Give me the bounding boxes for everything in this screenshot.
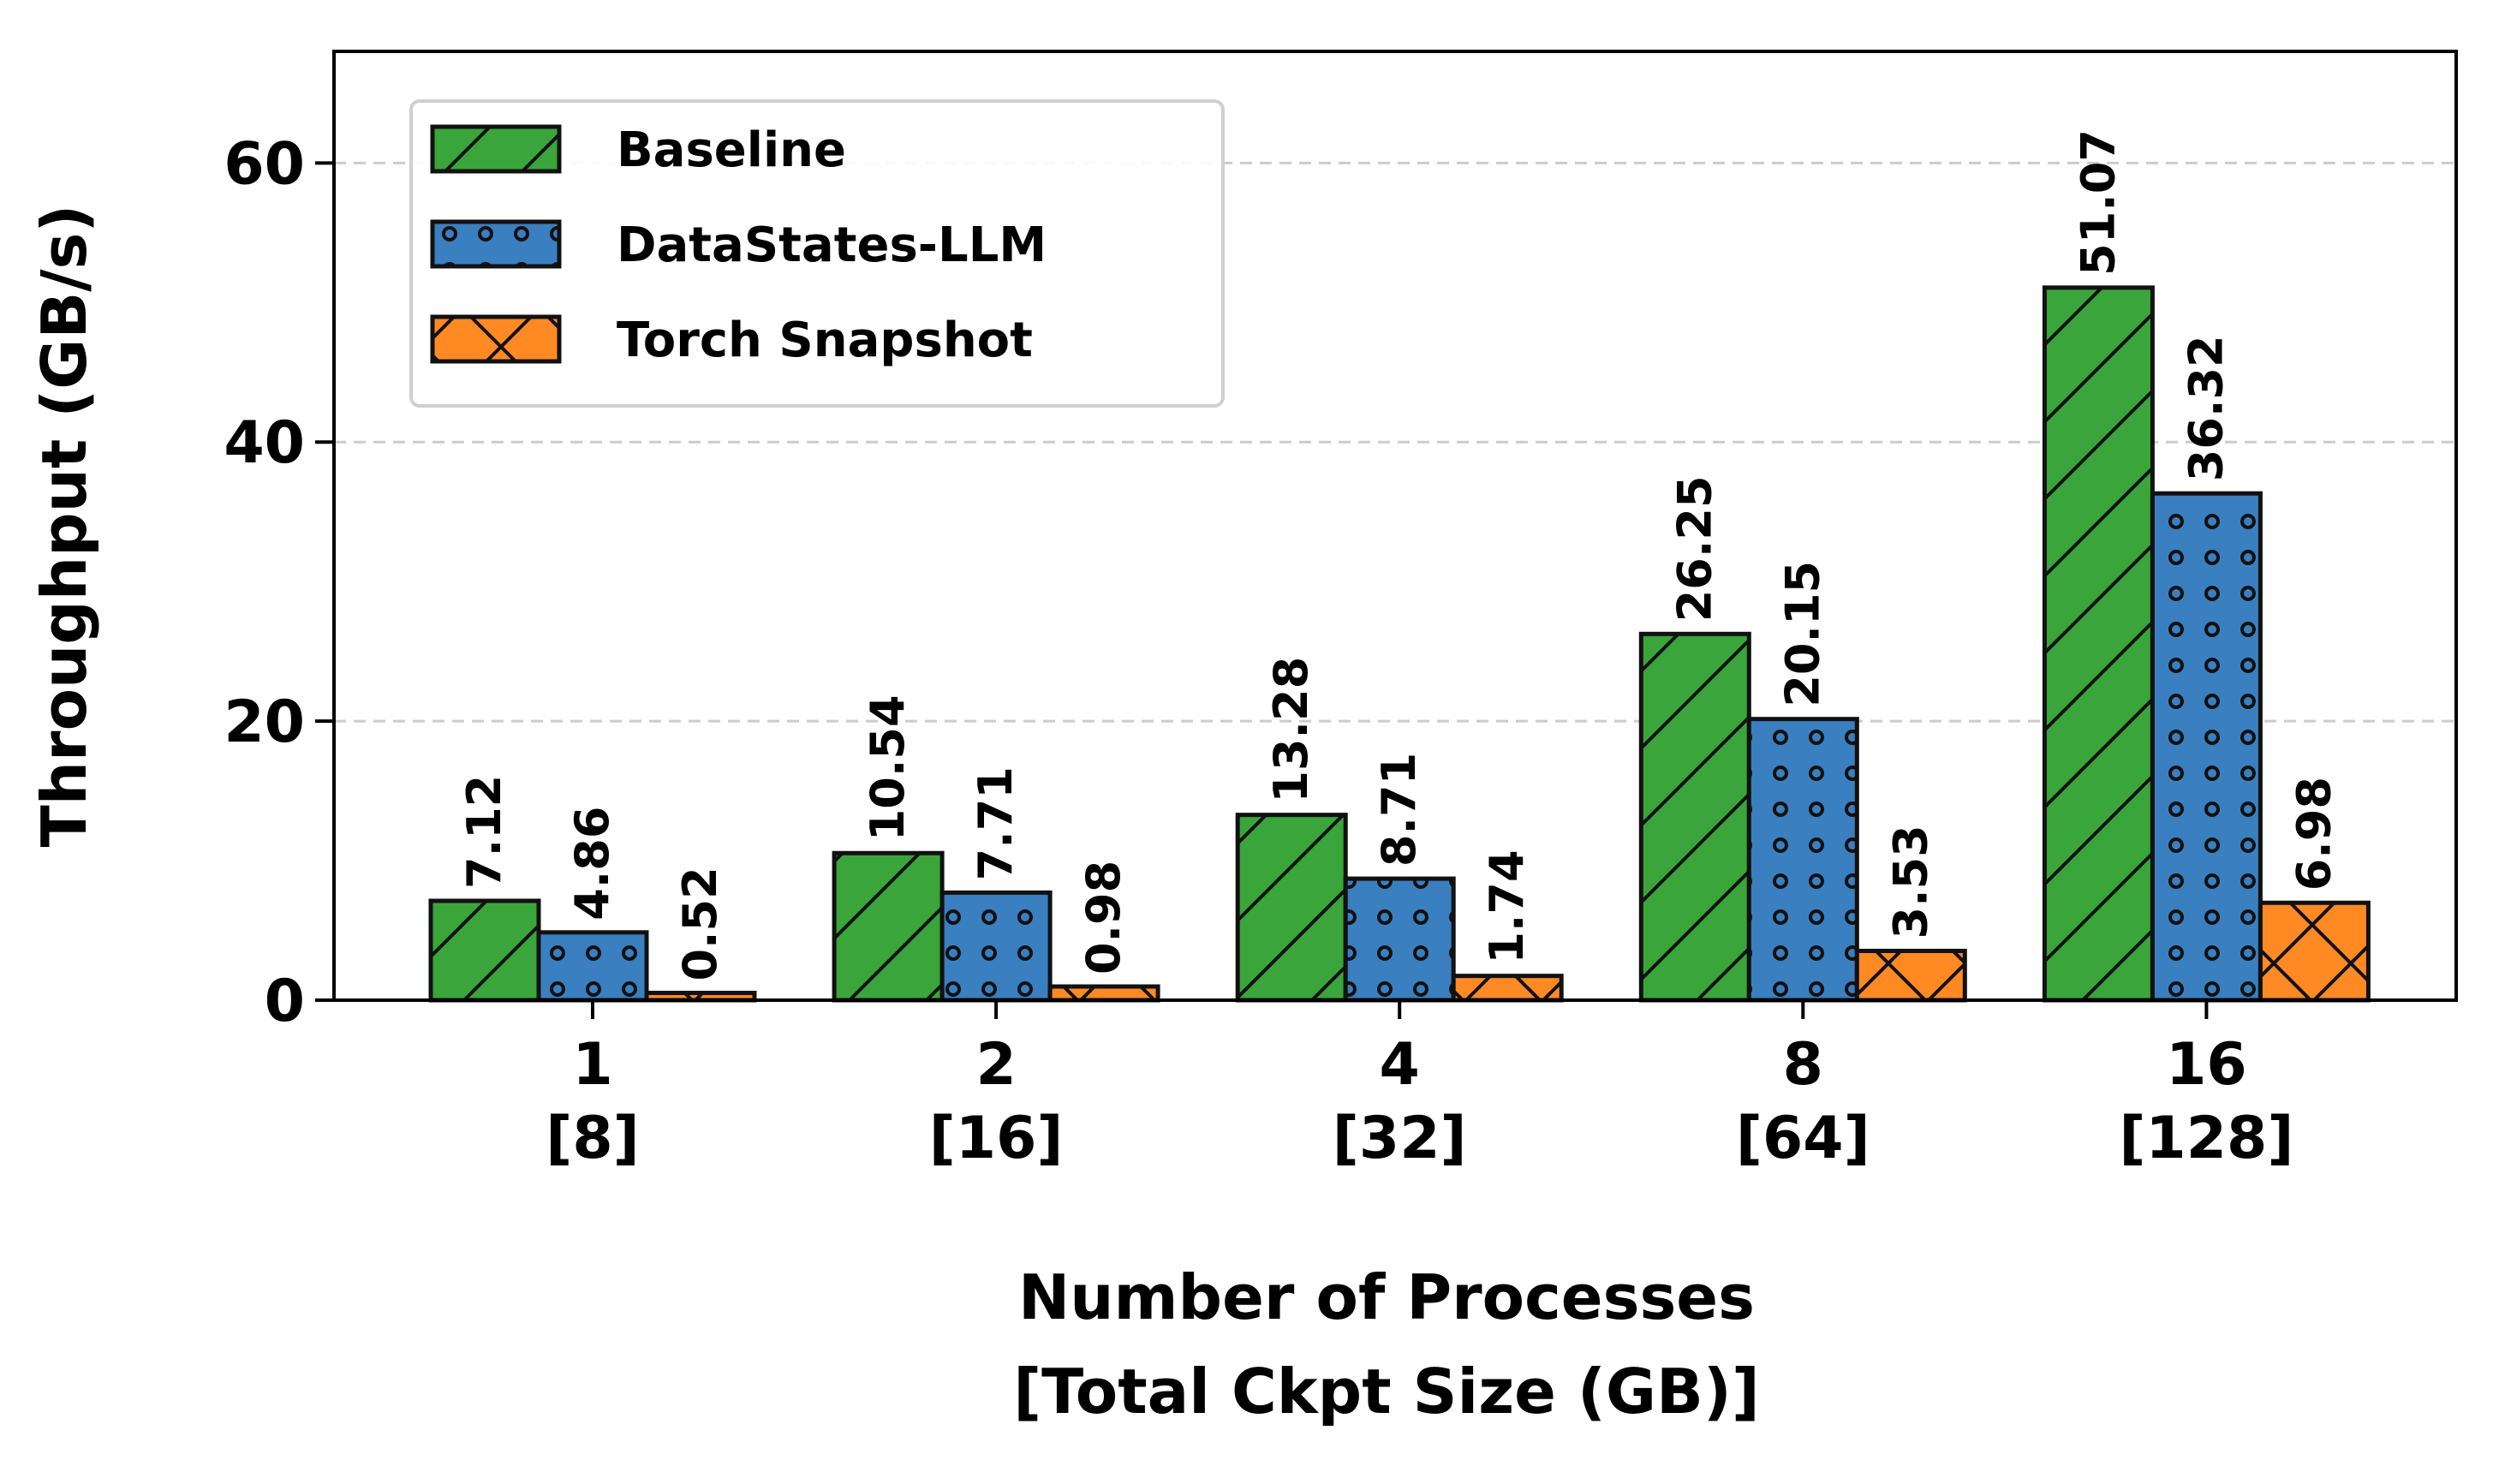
bars [428,285,2371,1003]
legend-swatch-datastates-llm [430,219,562,269]
bar-torch-snapshot-4 [2257,900,2371,1003]
x-tick-label: 16 [128] [2119,1031,2293,1172]
bar-value-label: 6.98 [2287,777,2341,891]
x-tick-label: 2 [16] [929,1031,1064,1172]
bar-value-label: 36.32 [2179,335,2233,481]
y-tick-label: 60 [224,130,305,198]
legend: Baseline DataStates-LLM Torch Snapshot [409,99,1225,408]
y-axis-ticks: 0 20 40 60 [224,130,334,1035]
bar-value-label: 0.98 [1077,861,1130,974]
bar-value-labels: 7.12 4.86 0.52 10.54 7.71 0.98 13.28 8.71 1.74 26… [457,129,2341,980]
bar-value-label: 4.86 [565,807,619,921]
bar-baseline-2 [1235,813,1348,1003]
x-tick-label: 1 [8] [546,1031,639,1172]
bar-torch-snapshot-1 [1047,984,1160,1003]
bar-baseline-0 [428,898,541,1003]
bar-datastates-llm-1 [939,890,1053,1003]
bar-value-label: 26.25 [1667,475,1721,622]
bar-value-label: 7.12 [457,775,511,889]
x-axis-title: Number of Processes [Total Ckpt Size (GB)… [1013,1261,1759,1427]
bar-baseline-1 [832,850,945,1003]
bar-datastates-llm-3 [1746,717,1859,1003]
plot-frame [332,50,2458,1002]
legend-label-torch-snapshot: Torch Snapshot [617,313,1033,368]
legend-label-datastates-llm: DataStates-LLM [617,218,1047,273]
bar-baseline-4 [2042,285,2155,1003]
bar-datastates-llm-0 [536,930,649,1003]
x-tick-label: 4 [32] [1333,1031,1467,1172]
bar-value-label: 7.71 [969,766,1023,880]
bar-value-label: 0.52 [673,867,727,980]
y-axis-title: Throughput (GB/s) [28,205,100,848]
legend-label-baseline: Baseline [617,122,846,178]
x-tick-label: 8 [64] [1736,1031,1870,1172]
bar-baseline-3 [1638,631,1751,1003]
bar-value-label: 13.28 [1264,657,1318,803]
bar-value-label: 10.54 [861,694,915,841]
bar-value-label: 3.53 [1883,825,1937,939]
y-tick-label: 0 [265,968,305,1035]
legend-swatch-baseline [430,124,562,174]
bar-value-label: 1.74 [1480,849,1534,963]
bar-value-label: 8.71 [1372,753,1426,867]
y-tick-label: 20 [224,688,305,756]
bar-datastates-llm-2 [1343,876,1456,1003]
bar-torch-snapshot-3 [1854,948,1967,1003]
bar-datastates-llm-4 [2150,491,2263,1003]
legend-swatch-torch-snapshot [430,314,562,364]
y-tick-label: 40 [224,409,305,477]
legend-box [409,99,1225,408]
bar-torch-snapshot-2 [1451,974,1564,1003]
bar-value-label: 51.07 [2071,129,2125,276]
bar-value-label: 20.15 [1775,561,1829,707]
x-axis-ticks: 1 [8] 2 [16] 4 [32] 8 [64] 16 [128] [546,1000,2293,1172]
